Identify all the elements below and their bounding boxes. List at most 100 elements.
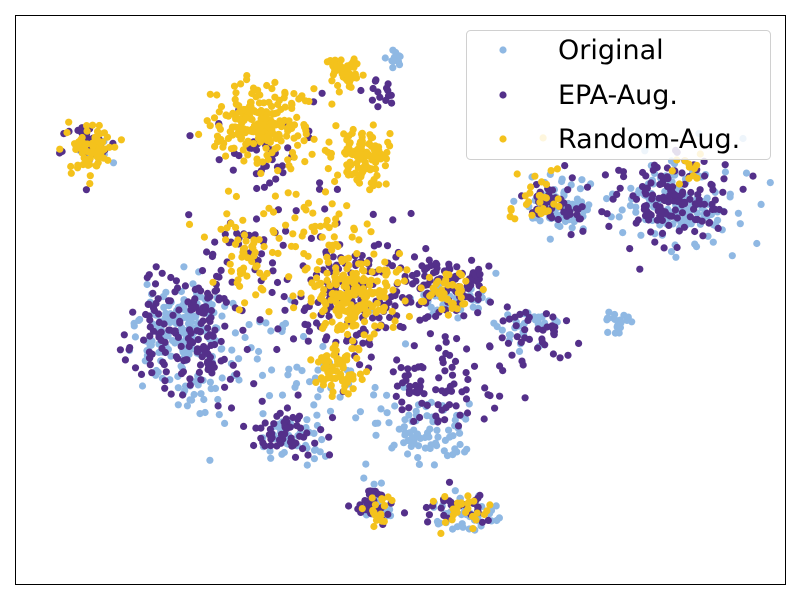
data-point — [442, 338, 450, 346]
data-point — [231, 240, 240, 248]
data-point — [350, 224, 358, 232]
data-point — [233, 279, 241, 287]
data-point — [522, 200, 531, 208]
data-point — [568, 224, 576, 232]
data-point — [437, 504, 445, 512]
data-point — [146, 332, 154, 340]
data-point — [375, 143, 383, 151]
data-point — [325, 224, 333, 232]
data-point — [453, 263, 461, 271]
data-point — [206, 378, 214, 386]
data-point — [658, 216, 667, 224]
data-point — [616, 184, 624, 192]
data-point — [267, 454, 275, 462]
data-point — [193, 348, 201, 356]
data-point — [194, 336, 202, 344]
data-point — [360, 163, 368, 171]
data-point — [229, 361, 237, 369]
data-point — [273, 109, 281, 117]
data-point — [222, 236, 230, 244]
data-point — [357, 145, 365, 153]
data-point — [273, 345, 281, 354]
data-point — [183, 402, 191, 410]
data-point — [181, 282, 189, 290]
data-point — [261, 419, 269, 427]
data-point — [369, 84, 377, 93]
data-point — [603, 210, 611, 218]
data-point — [358, 129, 366, 137]
data-point — [301, 97, 309, 105]
data-point — [300, 203, 308, 211]
data-point — [260, 99, 268, 107]
data-point — [100, 129, 108, 137]
data-point — [484, 516, 492, 525]
data-point — [318, 436, 326, 444]
data-point — [235, 108, 243, 116]
data-point — [349, 125, 357, 134]
data-point — [383, 242, 392, 250]
data-point — [542, 180, 551, 188]
data-point — [401, 372, 409, 380]
data-point — [282, 227, 290, 235]
data-point — [531, 172, 539, 180]
data-point — [357, 260, 365, 268]
data-point — [462, 386, 470, 394]
data-point — [377, 479, 385, 487]
data-point — [585, 201, 593, 209]
data-point — [307, 234, 315, 242]
data-point — [453, 335, 461, 343]
data-point — [375, 266, 383, 274]
data-point — [199, 317, 207, 325]
data-point — [310, 429, 318, 437]
data-point — [636, 265, 644, 273]
data-point — [171, 327, 179, 335]
data-point — [323, 352, 331, 360]
data-point — [309, 209, 317, 217]
data-point — [406, 382, 414, 390]
data-point — [203, 248, 211, 256]
data-point — [318, 89, 326, 97]
data-point — [392, 268, 400, 276]
data-point — [291, 383, 299, 391]
data-point — [277, 430, 285, 438]
data-point — [381, 258, 389, 266]
data-point — [370, 522, 378, 531]
data-point — [517, 338, 525, 346]
data-point — [343, 77, 351, 85]
data-point — [281, 103, 289, 111]
data-point — [464, 492, 472, 500]
data-point — [368, 268, 376, 276]
data-point — [222, 152, 230, 160]
data-point — [549, 350, 558, 358]
data-point — [217, 135, 225, 144]
data-point — [262, 319, 270, 327]
data-point — [221, 419, 229, 427]
data-point — [381, 162, 389, 170]
data-point — [318, 292, 326, 300]
data-point — [259, 410, 267, 418]
data-point — [445, 426, 453, 434]
data-point — [388, 307, 396, 315]
data-point — [237, 135, 245, 143]
data-point — [430, 461, 438, 469]
data-point — [425, 433, 433, 441]
data-point — [416, 413, 424, 422]
data-point — [274, 325, 282, 333]
data-point — [186, 318, 194, 326]
data-point — [239, 146, 247, 154]
data-point — [195, 368, 203, 376]
data-point — [463, 445, 471, 453]
data-point — [185, 326, 194, 334]
data-point — [345, 502, 353, 510]
data-point — [131, 364, 140, 372]
data-point — [393, 356, 401, 364]
data-point — [297, 289, 305, 297]
data-point — [318, 233, 326, 241]
data-point — [480, 415, 488, 423]
data-point — [324, 165, 332, 173]
data-point — [345, 261, 353, 269]
data-point — [290, 90, 298, 98]
data-point — [673, 214, 682, 222]
data-point — [496, 362, 504, 370]
data-point — [703, 209, 711, 217]
